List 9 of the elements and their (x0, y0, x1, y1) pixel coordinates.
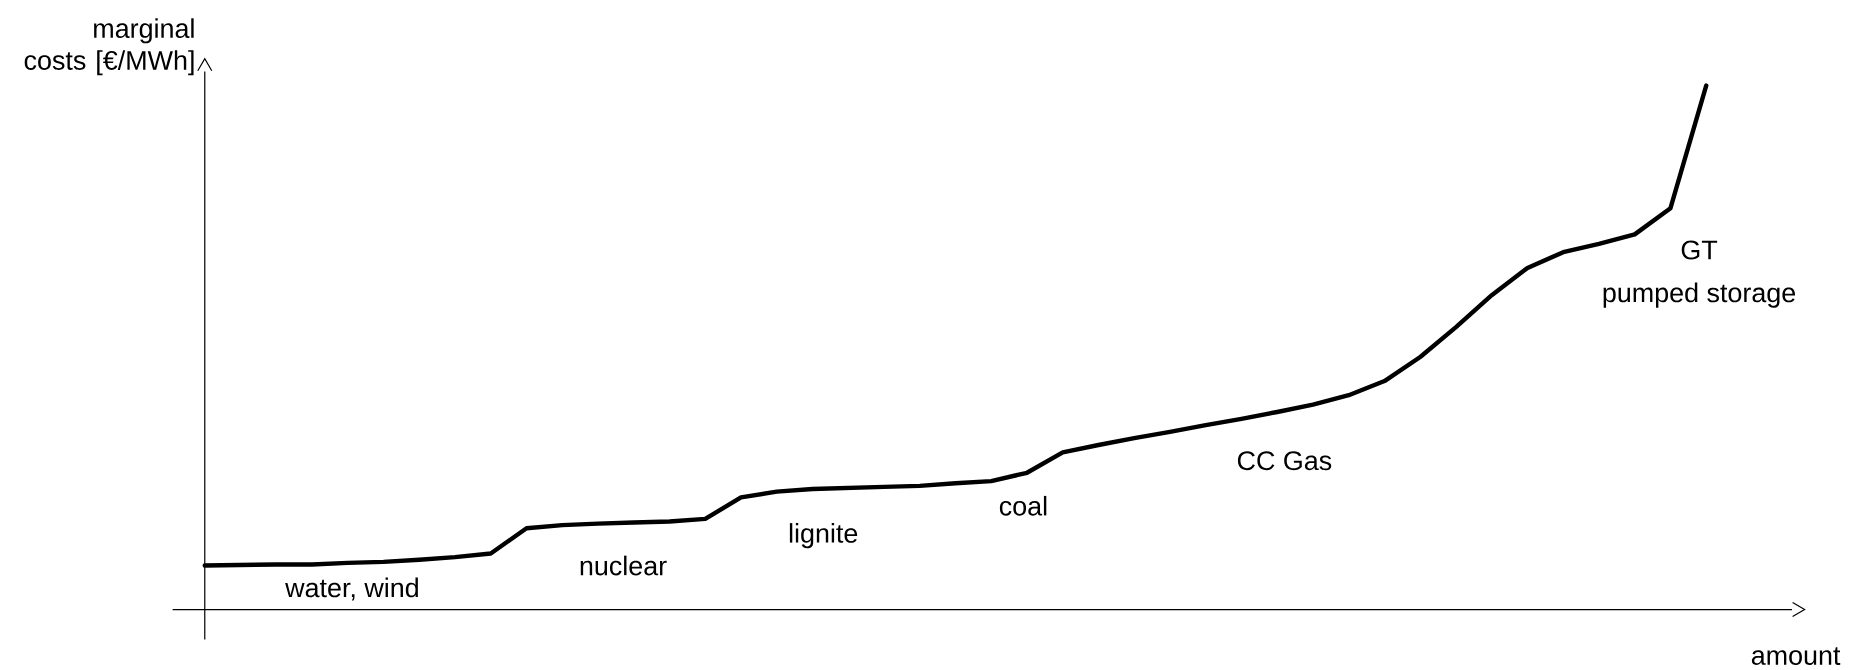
annotation: coal (999, 495, 1047, 516)
annotation: water, wind (285, 577, 418, 601)
annotation: lignite (789, 523, 858, 549)
annotation: CC Gas (1237, 451, 1332, 471)
annotation: nuclear (580, 555, 667, 576)
annotation: GT (1681, 240, 1718, 260)
y-axis-title: marginal costs [€/MWh] (24, 18, 194, 76)
annotation: pumped storage (1603, 282, 1796, 308)
x-axis-title: amount (1751, 647, 1841, 665)
